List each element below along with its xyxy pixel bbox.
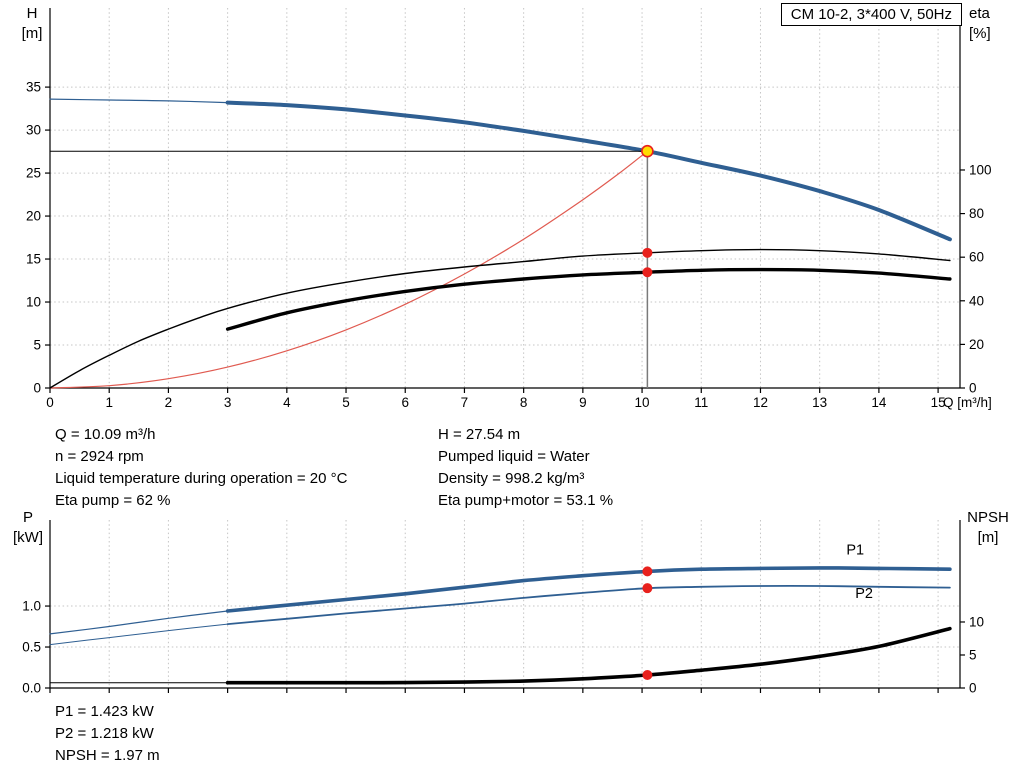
x-tick-label: 5 bbox=[342, 395, 350, 410]
p-axis-unit: [kW] bbox=[13, 529, 43, 546]
x-tick-label: 6 bbox=[401, 395, 409, 410]
y-tick-label-right: 10 bbox=[969, 614, 984, 629]
info-speed: n = 2924 rpm bbox=[55, 448, 144, 465]
info-head: H = 27.54 m bbox=[438, 426, 521, 443]
head-curve-low bbox=[49, 98, 229, 104]
x-tick-label: 4 bbox=[283, 395, 291, 410]
eta-axis-unit: [%] bbox=[969, 25, 991, 42]
eta-axis-label: eta [%] bbox=[966, 4, 1012, 44]
y-tick-label-right: 40 bbox=[969, 293, 984, 308]
y-tick-label-right: 80 bbox=[969, 206, 984, 221]
p1-curve-low bbox=[49, 610, 229, 635]
p1-label: P1 bbox=[846, 542, 864, 558]
x-axis-label: Q [m³/h] bbox=[943, 395, 992, 410]
y-tick-label-right: 100 bbox=[969, 162, 992, 177]
eta-pump-curve bbox=[49, 248, 951, 389]
y-tick-label-left: 1.0 bbox=[22, 599, 41, 614]
info-pumped-liquid: Pumped liquid = Water bbox=[438, 448, 590, 465]
eta-pump-point bbox=[642, 247, 653, 258]
npsh-axis-unit: [m] bbox=[977, 529, 999, 546]
y-tick-label-right: 20 bbox=[969, 337, 984, 352]
head-curve bbox=[225, 100, 952, 242]
p2-label: P2 bbox=[855, 586, 873, 602]
p2-point bbox=[642, 583, 653, 594]
p-axis-symbol: P bbox=[22, 509, 33, 526]
x-tick-label: 12 bbox=[753, 395, 768, 410]
pump-title: CM 10-2, 3*400 V, 50Hz bbox=[790, 6, 952, 23]
y-tick-label-right: 0 bbox=[969, 381, 977, 396]
x-tick-label: 0 bbox=[46, 395, 54, 410]
info-liquid-temp: Liquid temperature during operation = 20… bbox=[55, 470, 348, 487]
info-p1: P1 = 1.423 kW bbox=[55, 703, 154, 720]
npsh-curve bbox=[225, 626, 952, 685]
x-tick-label: 10 bbox=[635, 395, 650, 410]
p-axis-label: P [kW] bbox=[8, 508, 48, 548]
eta-axis-symbol: eta bbox=[969, 5, 990, 22]
npsh-axis-symbol: NPSH bbox=[967, 509, 1009, 526]
x-tick-label: 1 bbox=[105, 395, 113, 410]
info-density: Density = 998.2 kg/m³ bbox=[438, 470, 585, 487]
y-tick-label-left: 5 bbox=[33, 338, 41, 353]
y-tick-label-left: 20 bbox=[26, 209, 41, 224]
pump-title-box: CM 10-2, 3*400 V, 50Hz bbox=[780, 3, 962, 26]
x-tick-label: 3 bbox=[224, 395, 232, 410]
info-npsh: NPSH = 1.97 m bbox=[55, 747, 160, 764]
p1-curve bbox=[225, 566, 952, 613]
p2-curve-low bbox=[49, 623, 229, 646]
h-axis-unit: [m] bbox=[21, 25, 43, 42]
duty-point[interactable] bbox=[641, 144, 654, 158]
x-tick-label: 15 bbox=[931, 395, 946, 410]
duty-info-right: H = 27.54 m Pumped liquid = Water Densit… bbox=[438, 424, 613, 512]
system-curve bbox=[49, 150, 648, 389]
eta-pump-motor-point bbox=[642, 267, 653, 278]
x-tick-label: 11 bbox=[694, 395, 708, 410]
info-eta-pump: Eta pump = 62 % bbox=[55, 492, 171, 509]
y-tick-label-left: 10 bbox=[26, 295, 41, 310]
x-tick-label: 9 bbox=[579, 395, 587, 410]
y-tick-label-left: 15 bbox=[26, 252, 41, 267]
info-eta-pump-motor: Eta pump+motor = 53.1 % bbox=[438, 492, 614, 509]
x-tick-label: 2 bbox=[165, 395, 173, 410]
h-axis-label: H [m] bbox=[14, 4, 50, 44]
power-npsh-chart[interactable]: 0.0 0.5 1.0 0 5 10 P1 P2 bbox=[0, 505, 1024, 705]
y-tick-label-left: 0.5 bbox=[22, 640, 41, 655]
eta-pump-motor-curve bbox=[225, 267, 952, 331]
y-tick-label-left: 0 bbox=[33, 381, 41, 396]
y-tick-label-left: 35 bbox=[26, 80, 41, 95]
hq-eta-chart[interactable]: 0 1 2 3 4 5 6 7 8 9 10 11 12 13 14 15051015202530350204… bbox=[0, 0, 1024, 420]
x-tick-label: 7 bbox=[461, 395, 469, 410]
npsh-point bbox=[642, 669, 653, 680]
y-tick-label-right: 0 bbox=[969, 681, 977, 696]
p2-curve bbox=[226, 584, 951, 625]
power-info: P1 = 1.423 kW P2 = 1.218 kW NPSH = 1.97 … bbox=[55, 701, 160, 767]
npsh-axis-label: NPSH [m] bbox=[960, 508, 1016, 548]
info-p2: P2 = 1.218 kW bbox=[55, 725, 154, 742]
x-tick-label: 14 bbox=[871, 395, 887, 410]
h-axis-symbol: H bbox=[26, 5, 38, 22]
y-tick-label-right: 60 bbox=[969, 250, 984, 265]
y-tick-label-left: 30 bbox=[26, 123, 41, 138]
x-tick-label: 13 bbox=[812, 395, 827, 410]
y-tick-label-left: 0.0 bbox=[22, 681, 41, 696]
duty-info-left: Q = 10.09 m³/h n = 2924 rpm Liquid tempe… bbox=[55, 424, 347, 512]
y-tick-label-right: 5 bbox=[969, 647, 977, 662]
x-tick-label: 8 bbox=[520, 395, 528, 410]
p1-point bbox=[642, 566, 653, 577]
info-flow: Q = 10.09 m³/h bbox=[55, 426, 156, 443]
y-tick-label-left: 25 bbox=[26, 166, 41, 181]
